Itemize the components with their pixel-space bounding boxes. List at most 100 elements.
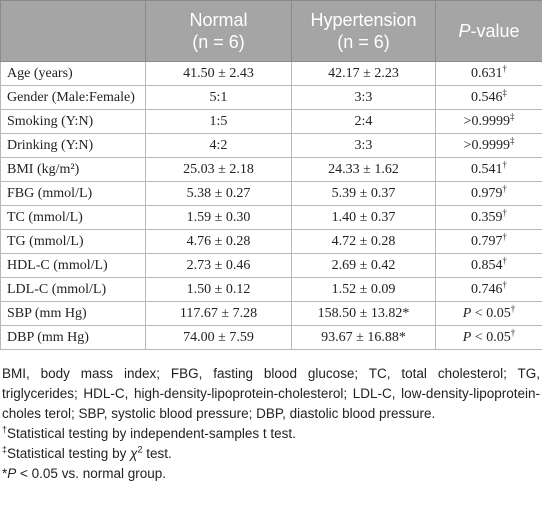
cell-italic: P — [462, 330, 472, 345]
footnote: *P < 0.05 vs. normal group. — [2, 464, 540, 484]
table-row: HDL-C (mmol/L) 2.73 ± 0.46 2.69 ± 0.42 0.85… — [0, 253, 542, 278]
table-cell: 117.67 ± 7.28 — [145, 301, 292, 326]
footnote-text: test. — [142, 446, 172, 461]
footnote-symbol: ‡ — [2, 444, 8, 455]
header-text: -value — [470, 21, 520, 41]
cell-sup: † — [502, 159, 508, 170]
footnote-text: < 0.05 vs. normal group. — [16, 466, 166, 481]
table-cell: Gender (Male:Female) — [0, 85, 146, 110]
table-cell: 2.69 ± 0.42 — [291, 253, 436, 278]
cell-text: 0.746 — [471, 282, 503, 297]
footnotes: BMI, body mass index; FBG, fasting blood… — [0, 350, 542, 484]
table-cell: 93.67 ± 16.88* — [291, 325, 436, 350]
cell-sup: ‡ — [509, 111, 515, 122]
cell-sup: † — [510, 327, 516, 338]
table-cell: FBG (mmol/L) — [0, 181, 146, 206]
cell-sup: ‡ — [502, 87, 508, 98]
table-row: Drinking (Y:N) 4:2 3:3 >0.9999‡ — [0, 133, 542, 158]
table-cell: 0.979† — [435, 181, 542, 206]
cell-sup: † — [510, 303, 516, 314]
footnote: ‡Statistical testing by χ2 test. — [2, 444, 540, 464]
table-cell: 4.72 ± 0.28 — [291, 229, 436, 254]
table-cell: Age (years) — [0, 61, 146, 86]
table-cell: 1.40 ± 0.37 — [291, 205, 436, 230]
table-cell: 1.50 ± 0.12 — [145, 277, 292, 302]
table-body: Age (years) 41.50 ± 2.43 42.17 ± 2.23 0.631… — [0, 61, 542, 350]
table-cell: TG (mmol/L) — [0, 229, 146, 254]
table-cell: 5:1 — [145, 85, 292, 110]
header-cell: Hypertension (n = 6) — [291, 0, 436, 62]
table-row: TC (mmol/L) 1.59 ± 0.30 1.40 ± 0.37 0.359† — [0, 205, 542, 230]
table-cell: SBP (mm Hg) — [0, 301, 146, 326]
table-cell: 41.50 ± 2.43 — [145, 61, 292, 86]
cell-text: 0.546 — [471, 90, 503, 105]
table-cell: 1:5 — [145, 109, 292, 134]
table-cell: Drinking (Y:N) — [0, 133, 146, 158]
table-row: Smoking (Y:N) 1:5 2:4 >0.9999‡ — [0, 109, 542, 134]
table-cell: 3:3 — [291, 85, 436, 110]
table-cell: 2.73 ± 0.46 — [145, 253, 292, 278]
table-row: TG (mmol/L) 4.76 ± 0.28 4.72 ± 0.28 0.797† — [0, 229, 542, 254]
header-text: (n = 6) — [192, 32, 245, 52]
cell-text: 0.979 — [471, 186, 503, 201]
footnote-symbol: * — [2, 466, 8, 481]
table-cell: LDL-C (mmol/L) — [0, 277, 146, 302]
table-row: SBP (mm Hg) 117.67 ± 7.28 158.50 ± 13.82* P… — [0, 301, 542, 326]
footnote-text: Statistical testing by — [7, 446, 131, 461]
table-cell: 0.359† — [435, 205, 542, 230]
table-cell: 24.33 ± 1.62 — [291, 157, 436, 182]
table-cell: 0.797† — [435, 229, 542, 254]
abbreviations: BMI, body mass index; FBG, fasting blood… — [2, 366, 540, 421]
header-text: Hypertension — [310, 10, 417, 30]
table-row: FBG (mmol/L) 5.38 ± 0.27 5.39 ± 0.37 0.979† — [0, 181, 542, 206]
header-cell: Normal (n = 6) — [145, 0, 292, 62]
table-cell: 1.52 ± 0.09 — [291, 277, 436, 302]
table-cell: P < 0.05† — [435, 301, 542, 326]
header-cell — [0, 0, 146, 62]
header-text: (n = 6) — [337, 32, 390, 52]
cell-italic: P — [462, 306, 472, 321]
table-cell: Smoking (Y:N) — [0, 109, 146, 134]
cell-text: < 0.05 — [471, 306, 511, 321]
cell-text: 0.854 — [471, 258, 503, 273]
table-row: DBP (mm Hg) 74.00 ± 7.59 93.67 ± 16.88* P <… — [0, 325, 542, 350]
table-cell: P < 0.05† — [435, 325, 542, 350]
table-cell: 0.631† — [435, 61, 542, 86]
table-cell: 5.38 ± 0.27 — [145, 181, 292, 206]
footnote-italic: P — [7, 466, 17, 481]
footnote-math-sup: 2 — [137, 444, 143, 455]
table-cell: 5.39 ± 0.37 — [291, 181, 436, 206]
cell-text: < 0.05 — [471, 330, 511, 345]
table-cell: 42.17 ± 2.23 — [291, 61, 436, 86]
cell-text: 0.359 — [471, 210, 503, 225]
table-cell: HDL-C (mmol/L) — [0, 253, 146, 278]
data-table: Normal (n = 6) Hypertension (n = 6) P-valu… — [0, 0, 542, 350]
table-cell: 0.746† — [435, 277, 542, 302]
table-cell: 1.59 ± 0.30 — [145, 205, 292, 230]
cell-sup: † — [502, 207, 508, 218]
cell-text: 0.541 — [471, 162, 503, 177]
header-text: Normal — [189, 10, 248, 30]
cell-sup: † — [502, 63, 508, 74]
cell-sup: ‡ — [509, 135, 515, 146]
table-cell: 25.03 ± 2.18 — [145, 157, 292, 182]
table-cell: 0.546‡ — [435, 85, 542, 110]
table-cell: TC (mmol/L) — [0, 205, 146, 230]
table-cell: 74.00 ± 7.59 — [145, 325, 292, 350]
table-cell: 0.854† — [435, 253, 542, 278]
cell-text: >0.9999 — [463, 138, 510, 153]
table-cell: 0.541† — [435, 157, 542, 182]
table-cell: 4:2 — [145, 133, 292, 158]
table-cell: 4.76 ± 0.28 — [145, 229, 292, 254]
cell-text: >0.9999 — [463, 114, 510, 129]
footnote-text: Statistical testing by independent-sampl… — [7, 426, 296, 441]
table-cell: >0.9999‡ — [435, 133, 542, 158]
cell-sup: † — [502, 255, 508, 266]
table-row: Gender (Male:Female) 5:1 3:3 0.546‡ — [0, 85, 542, 110]
table-cell: BMI (kg/m²) — [0, 157, 146, 182]
table-cell: 158.50 ± 13.82* — [291, 301, 436, 326]
header-cell: P-value — [435, 0, 542, 62]
table-cell: DBP (mm Hg) — [0, 325, 146, 350]
table-row: Age (years) 41.50 ± 2.43 42.17 ± 2.23 0.631… — [0, 61, 542, 86]
